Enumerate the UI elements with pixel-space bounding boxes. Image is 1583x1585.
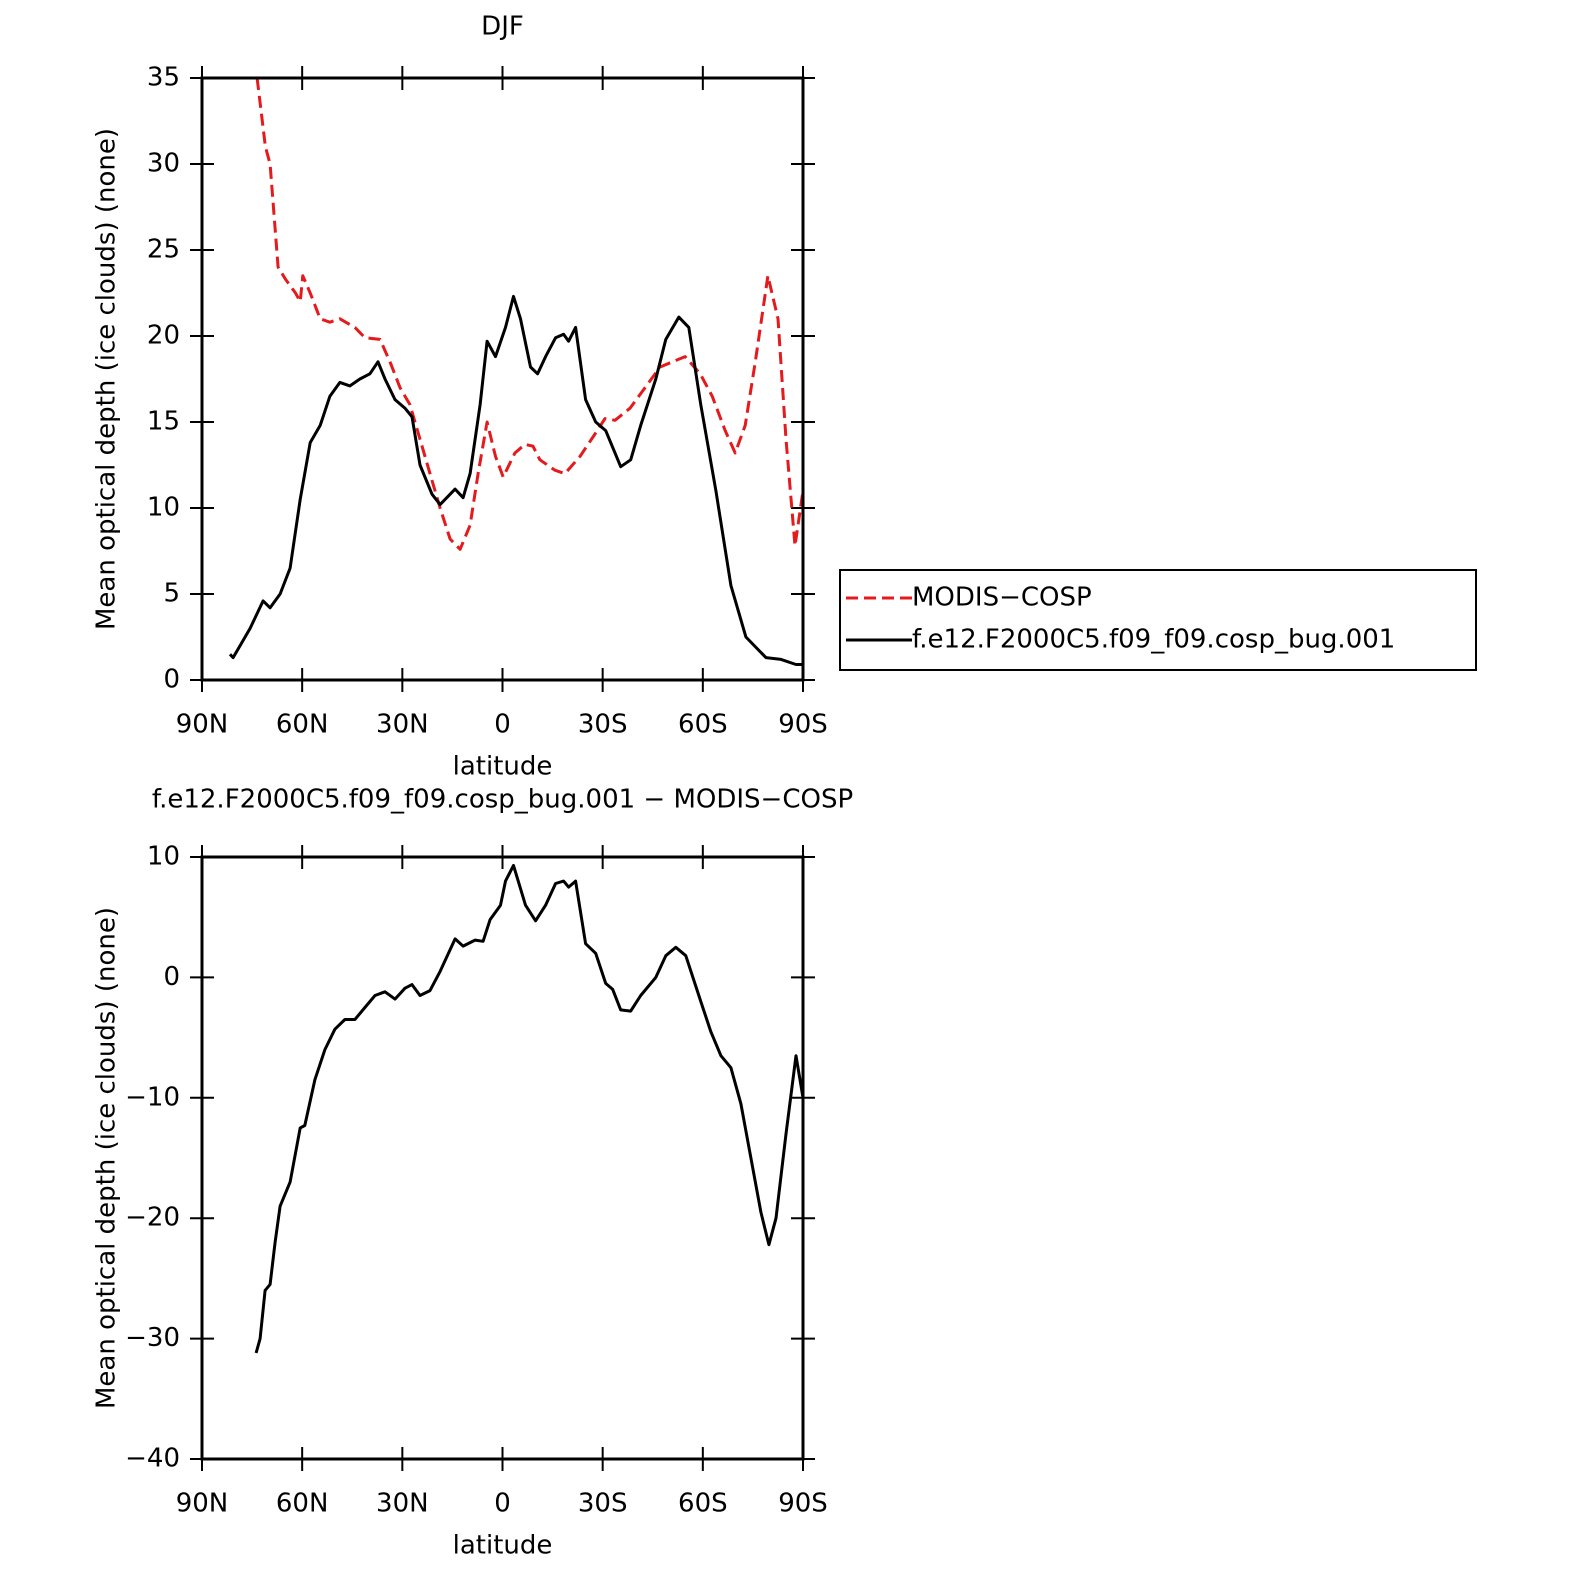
y-tick-label: −30 xyxy=(125,1323,180,1353)
x-tick-label: 30S xyxy=(578,710,628,740)
y-tick-label: 35 xyxy=(147,63,180,93)
data-line xyxy=(254,863,805,1354)
y-tick-label: 10 xyxy=(147,842,180,872)
y-tick-label: 5 xyxy=(163,579,180,609)
y-tick-label: 25 xyxy=(147,235,180,265)
x-tick-label: 90S xyxy=(778,710,828,740)
y-tick-label: −20 xyxy=(125,1203,180,1233)
y-tick-label: 0 xyxy=(163,665,180,695)
y-tick-label: −10 xyxy=(125,1082,180,1112)
x-tick-label: 60N xyxy=(276,710,329,740)
x-tick-label: 30N xyxy=(376,1489,429,1519)
y-tick-label: 15 xyxy=(147,407,180,437)
y-tick-label: 30 xyxy=(147,149,180,179)
x-tick-label: 60S xyxy=(678,710,728,740)
x-tick-label: 0 xyxy=(494,1489,511,1519)
legend-box xyxy=(839,569,1477,671)
x-axis-label: latitude xyxy=(453,752,553,782)
legend-label: f.e12.F2000C5.f09_f09.cosp_bug.001 xyxy=(912,625,1395,655)
y-tick-label: 0 xyxy=(163,962,180,992)
legend-label: MODIS−COSP xyxy=(912,583,1092,613)
x-tick-label: 60N xyxy=(276,1489,329,1519)
x-tick-label: 90N xyxy=(176,1489,229,1519)
data-line xyxy=(255,77,805,551)
x-tick-label: 0 xyxy=(494,710,511,740)
y-axis-label: Mean optical depth (ice clouds) (none) xyxy=(92,128,122,630)
x-tick-label: 90N xyxy=(176,710,229,740)
plot-frame xyxy=(200,76,805,682)
x-tick-label: 60S xyxy=(678,1489,728,1519)
y-tick-label: 10 xyxy=(147,493,180,523)
chart-title: f.e12.F2000C5.f09_f09.cosp_bug.001 − MOD… xyxy=(152,785,853,815)
y-axis-label: Mean optical depth (ice clouds) (none) xyxy=(92,907,122,1409)
x-axis-label: latitude xyxy=(453,1531,553,1561)
plot-frame xyxy=(200,855,805,1461)
x-tick-label: 30N xyxy=(376,710,429,740)
chart-title: DJF xyxy=(481,12,524,42)
y-tick-label: 20 xyxy=(147,321,180,351)
x-tick-label: 90S xyxy=(778,1489,828,1519)
x-tick-label: 30S xyxy=(578,1489,628,1519)
y-tick-label: −40 xyxy=(125,1444,180,1474)
data-line xyxy=(228,294,803,666)
